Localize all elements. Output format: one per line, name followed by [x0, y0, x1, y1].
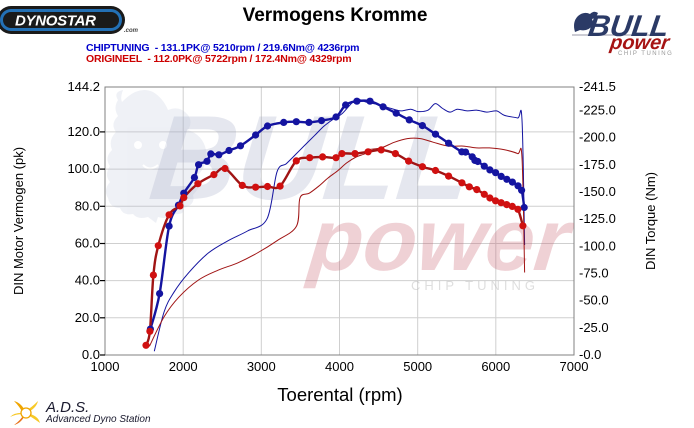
svg-text:-25.0: -25.0 — [579, 320, 609, 335]
svg-text:20.0: 20.0 — [75, 310, 100, 325]
svg-text:120.0: 120.0 — [67, 124, 100, 139]
svg-text:7000: 7000 — [560, 359, 589, 374]
svg-text:1000: 1000 — [91, 359, 120, 374]
svg-text:-125.0: -125.0 — [579, 211, 616, 226]
svg-text:DIN Motor Vermogen (pk): DIN Motor Vermogen (pk) — [11, 147, 26, 295]
svg-text:5000: 5000 — [403, 359, 432, 374]
svg-text:-100.0: -100.0 — [579, 238, 616, 253]
svg-text:-150.0: -150.0 — [579, 184, 616, 199]
svg-text:-200.0: -200.0 — [579, 130, 616, 145]
svg-text:Toerental (rpm): Toerental (rpm) — [277, 384, 402, 405]
svg-text:6000: 6000 — [481, 359, 510, 374]
svg-text:-225.0: -225.0 — [579, 103, 616, 118]
svg-text:3000: 3000 — [247, 359, 276, 374]
svg-text:-241.5: -241.5 — [579, 79, 616, 94]
svg-text:-175.0: -175.0 — [579, 157, 616, 172]
svg-text:-50.0: -50.0 — [579, 293, 609, 308]
svg-text:power: power — [303, 190, 579, 289]
svg-text:4000: 4000 — [325, 359, 354, 374]
svg-text:40.0: 40.0 — [75, 273, 100, 288]
svg-text:144.2: 144.2 — [67, 79, 100, 94]
svg-text:80.0: 80.0 — [75, 198, 100, 213]
svg-text:100.0: 100.0 — [67, 161, 100, 176]
svg-text:60.0: 60.0 — [75, 236, 100, 251]
svg-text:DIN Torque (Nm): DIN Torque (Nm) — [643, 172, 658, 270]
svg-text:2000: 2000 — [169, 359, 198, 374]
svg-text:CHIP TUNING: CHIP TUNING — [411, 278, 539, 293]
svg-text:-75.0: -75.0 — [579, 266, 609, 281]
